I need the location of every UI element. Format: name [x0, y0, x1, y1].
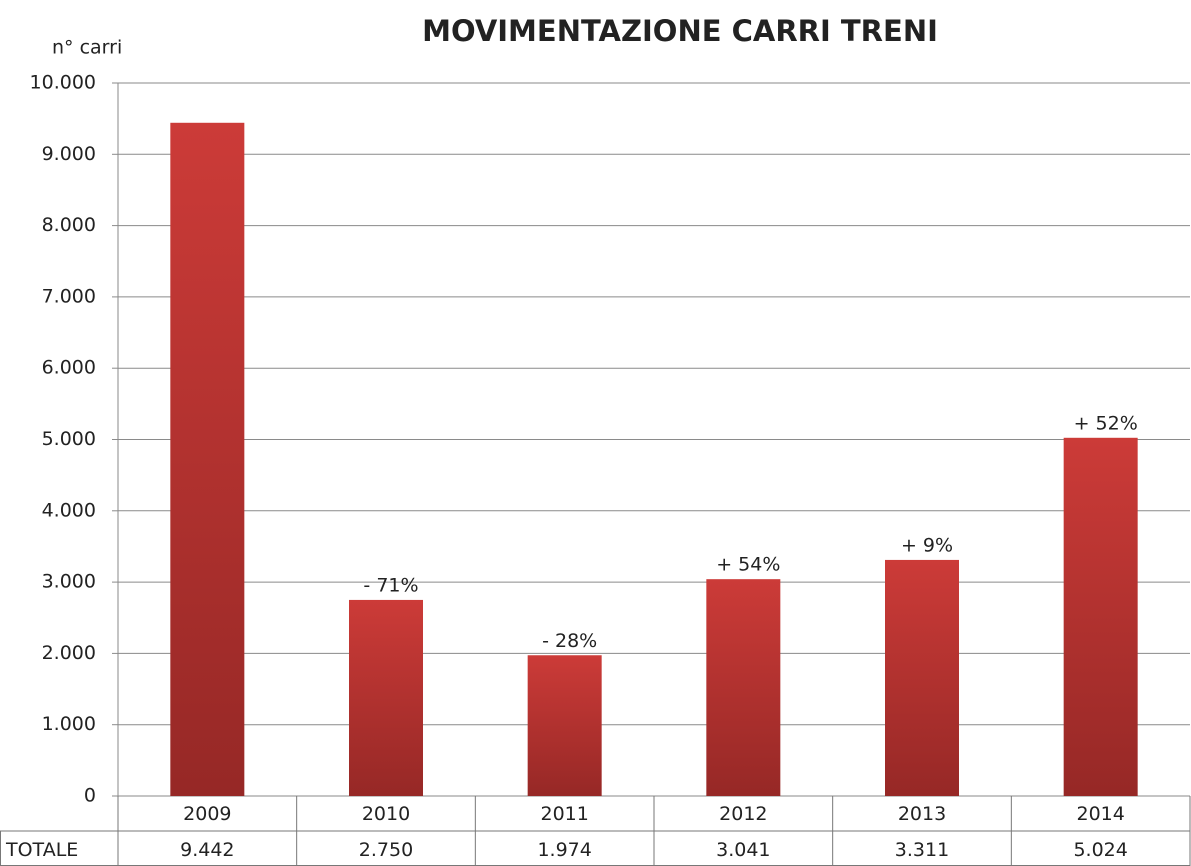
y-tick-label: 0 [84, 785, 96, 807]
y-tick-label: 8.000 [42, 214, 96, 236]
bar-annotation: + 54% [716, 554, 780, 576]
y-tick-label: 9.000 [42, 143, 96, 165]
x-tick-label: 2013 [898, 803, 946, 825]
table-value: 5.024 [1073, 839, 1127, 861]
y-tick-label: 2.000 [42, 642, 96, 664]
bar-annotation: + 52% [1074, 412, 1138, 434]
bar [1063, 437, 1138, 796]
y-tick-label: 5.000 [42, 428, 96, 450]
y-tick-label: 7.000 [42, 285, 96, 307]
chart-title: MOVIMENTAZIONE CARRI TRENI [422, 14, 938, 48]
bar-annotation: - 28% [542, 630, 597, 652]
y-tick-label: 3.000 [42, 571, 96, 593]
x-tick-label: 2012 [719, 803, 767, 825]
bar-annotation: - 71% [363, 574, 418, 596]
y-tick-label: 1.000 [42, 713, 96, 735]
bar [527, 655, 602, 796]
table-value: 2.750 [359, 839, 413, 861]
bar [170, 122, 245, 796]
y-tick-label: 6.000 [42, 357, 96, 379]
table-value: 9.442 [180, 839, 234, 861]
bar [706, 579, 781, 796]
bar [885, 559, 959, 796]
bar-annotation: + 9% [901, 534, 953, 556]
x-tick-label: 2010 [362, 803, 410, 825]
y-tick-label: 10.000 [30, 72, 96, 94]
x-tick-label: 2014 [1076, 803, 1124, 825]
x-tick-label: 2011 [540, 803, 588, 825]
table-value: 3.311 [895, 839, 949, 861]
table-value: 3.041 [716, 839, 770, 861]
y-axis-label: n° carri [52, 37, 122, 59]
y-tick-label: 4.000 [42, 499, 96, 521]
table-value: 1.974 [537, 839, 591, 861]
x-tick-label: 2009 [183, 803, 231, 825]
bar [349, 599, 423, 796]
table-row-label: TOTALE [5, 839, 78, 861]
